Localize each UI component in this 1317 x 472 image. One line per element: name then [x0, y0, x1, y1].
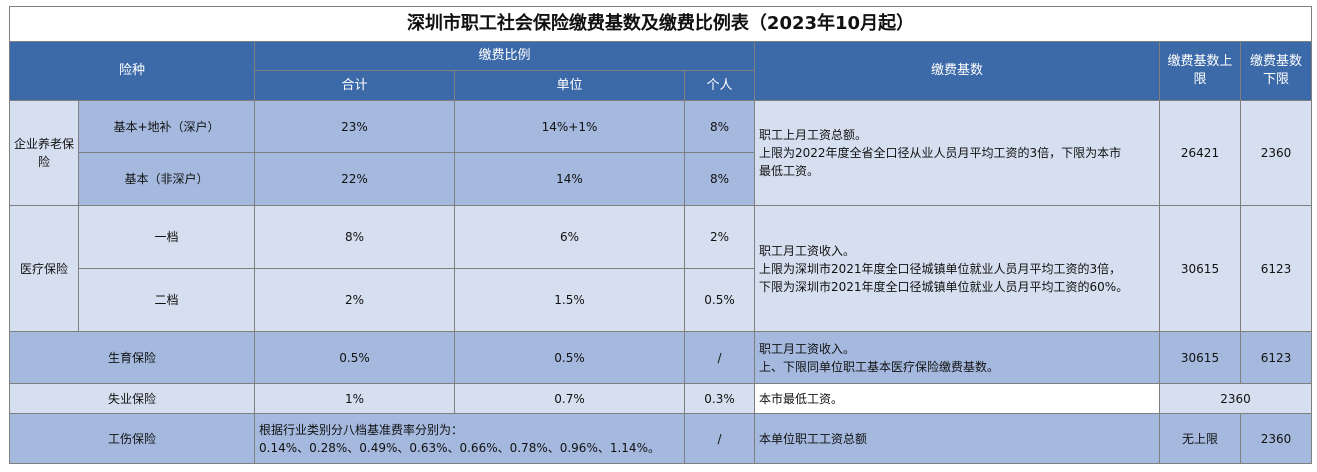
- pension-base: 职工上月工资总额。 上限为2022年度全省全口径从业人员月平均工资的3倍，下限为…: [754, 100, 1160, 206]
- unemployment-name: 失业保险: [9, 383, 255, 414]
- medical-base-line-3: 下限为深圳市2021年度全口径城镇单位就业人员月平均工资的60%。: [759, 279, 1129, 294]
- unemployment-limit: 2360: [1158, 383, 1313, 414]
- header-total: 合计: [254, 70, 455, 101]
- unemployment-unit: 0.7%: [454, 383, 685, 414]
- pension-total-1: 23%: [254, 100, 455, 153]
- pension-total-2: 22%: [254, 152, 455, 206]
- medical-base-line-2: 上限为深圳市2021年度全口径城镇单位就业人员月平均工资的3倍，: [759, 261, 1122, 276]
- medical-personal-2: 0.5%: [684, 268, 755, 332]
- medical-total-2: 2%: [254, 268, 455, 332]
- unemployment-personal: 0.3%: [684, 383, 755, 414]
- header-type: 险种: [9, 41, 255, 101]
- pension-personal-1: 8%: [684, 100, 755, 153]
- header-lower: 缴费基数下限: [1239, 41, 1313, 101]
- injury-upper: 无上限: [1159, 413, 1241, 464]
- unemployment-total: 1%: [254, 383, 455, 414]
- insurance-rate-table: 深圳市职工社会保险缴费基数及缴费比例表（2023年10月起） 险种 缴费比例 缴…: [8, 6, 1313, 464]
- header-upper: 缴费基数上限: [1159, 41, 1241, 101]
- header-ratio: 缴费比例: [254, 41, 755, 71]
- table-title: 深圳市职工社会保险缴费基数及缴费比例表（2023年10月起）: [8, 6, 1313, 42]
- pension-base-line-2: 上限为2022年度全省全口径从业人员月平均工资的3倍，下限为本市: [759, 146, 1122, 160]
- maternity-personal: /: [684, 331, 755, 384]
- header-base: 缴费基数: [754, 41, 1160, 101]
- pension-base-line-1: 职工上月工资总额。: [759, 128, 868, 142]
- pension-sub-1: 基本+地补（深户）: [78, 100, 255, 153]
- maternity-base-line-2: 上、下限同单位职工基本医疗保险缴费基数。: [759, 359, 1000, 374]
- medical-unit-1: 6%: [454, 205, 685, 269]
- pension-sub-2: 基本（非深户）: [78, 152, 255, 206]
- header-personal: 个人: [684, 70, 755, 101]
- medical-upper: 30615: [1159, 205, 1241, 332]
- pension-upper: 26421: [1159, 100, 1241, 206]
- medical-base-line-1: 职工月工资收入。: [759, 243, 856, 258]
- medical-lower: 6123: [1239, 205, 1313, 332]
- pension-unit-2: 14%: [454, 152, 685, 206]
- injury-name: 工伤保险: [9, 413, 255, 464]
- maternity-upper: 30615: [1159, 331, 1241, 384]
- medical-name: 医疗保险: [9, 205, 79, 332]
- medical-sub-1: 一档: [78, 205, 255, 269]
- maternity-base: 职工月工资收入。 上、下限同单位职工基本医疗保险缴费基数。: [754, 331, 1160, 384]
- injury-rate-line-2: 0.14%、0.28%、0.49%、0.63%、0.66%、0.78%、0.96…: [259, 440, 660, 455]
- injury-lower: 2360: [1239, 413, 1313, 464]
- insurance-table-sheet: 深圳市职工社会保险缴费基数及缴费比例表（2023年10月起） 险种 缴费比例 缴…: [8, 6, 1313, 466]
- pension-name: 企业养老保险: [9, 100, 79, 206]
- injury-personal: /: [684, 413, 755, 464]
- injury-rate-line-1: 根据行业类别分八档基准费率分别为：: [259, 422, 464, 437]
- medical-sub-2: 二档: [78, 268, 255, 332]
- medical-unit-2: 1.5%: [454, 268, 685, 332]
- maternity-unit: 0.5%: [454, 331, 685, 384]
- maternity-total: 0.5%: [254, 331, 455, 384]
- injury-base: 本单位职工工资总额: [754, 413, 1160, 464]
- medical-personal-1: 2%: [684, 205, 755, 269]
- injury-rates: 根据行业类别分八档基准费率分别为： 0.14%、0.28%、0.49%、0.63…: [254, 413, 685, 464]
- pension-base-line-3: 最低工资。: [759, 164, 820, 178]
- pension-lower: 2360: [1239, 100, 1313, 206]
- unemployment-base: 本市最低工资。: [754, 383, 1160, 414]
- medical-total-1: 8%: [254, 205, 455, 269]
- header-unit: 单位: [454, 70, 685, 101]
- medical-base: 职工月工资收入。 上限为深圳市2021年度全口径城镇单位就业人员月平均工资的3倍…: [754, 205, 1160, 332]
- pension-unit-1: 14%+1%: [454, 100, 685, 153]
- maternity-name: 生育保险: [9, 331, 255, 384]
- pension-personal-2: 8%: [684, 152, 755, 206]
- maternity-base-line-1: 职工月工资收入。: [759, 341, 856, 356]
- maternity-lower: 6123: [1239, 331, 1313, 384]
